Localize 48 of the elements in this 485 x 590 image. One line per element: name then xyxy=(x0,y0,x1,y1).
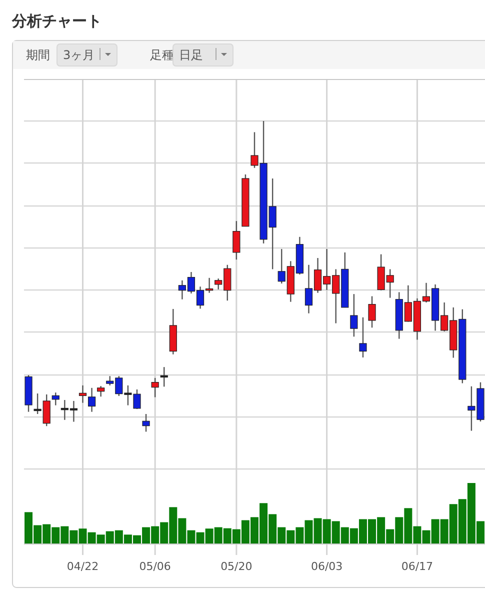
candlestick xyxy=(278,248,286,284)
candlestick xyxy=(359,316,367,358)
candlestick xyxy=(232,220,240,260)
candlestick xyxy=(178,280,186,300)
candlestick xyxy=(115,375,123,397)
text: 日足 xyxy=(179,48,203,62)
candlestick xyxy=(250,132,258,169)
candlestick xyxy=(70,400,78,422)
candlestick xyxy=(151,377,159,398)
candlestick xyxy=(323,248,331,291)
text: 足種 xyxy=(150,48,174,62)
candlestick xyxy=(52,392,60,406)
candlestick xyxy=(386,268,394,298)
candlestick xyxy=(196,286,204,310)
candlestick xyxy=(468,386,476,432)
x-tick-label: 06/03 xyxy=(310,560,343,573)
x-tick-label: 05/20 xyxy=(220,560,252,573)
x-tick-label: 04/22 xyxy=(66,560,99,573)
candlestick xyxy=(88,387,96,412)
candlestick xyxy=(314,257,322,294)
candlestick xyxy=(350,293,358,338)
candlestick xyxy=(142,413,150,432)
candlestick xyxy=(422,282,430,304)
candlestick xyxy=(304,264,313,314)
candlestick xyxy=(60,399,68,420)
candlestick xyxy=(214,278,222,290)
text: 期間 xyxy=(26,48,50,62)
candlestick xyxy=(332,268,340,324)
candlestick xyxy=(42,394,50,427)
candlestick xyxy=(224,264,232,302)
x-tick-label: 06/17 xyxy=(401,560,434,573)
candlestick xyxy=(133,388,141,410)
candlestick xyxy=(160,366,168,388)
chart-title: 分析チャート xyxy=(11,12,102,30)
candlestick xyxy=(440,302,448,332)
candlestick xyxy=(368,296,376,328)
candlestick xyxy=(97,385,105,398)
candlestick xyxy=(377,254,385,291)
candlestick xyxy=(34,392,42,415)
text: 3ヶ月 xyxy=(63,48,95,62)
candlestick xyxy=(187,271,196,294)
candlestick xyxy=(106,375,114,386)
x-tick-label: 05/06 xyxy=(139,560,171,573)
candlestick xyxy=(206,277,214,294)
candlestick xyxy=(268,178,276,270)
candlestick xyxy=(404,284,412,322)
candlestick xyxy=(124,384,132,406)
candlestick xyxy=(78,384,87,404)
